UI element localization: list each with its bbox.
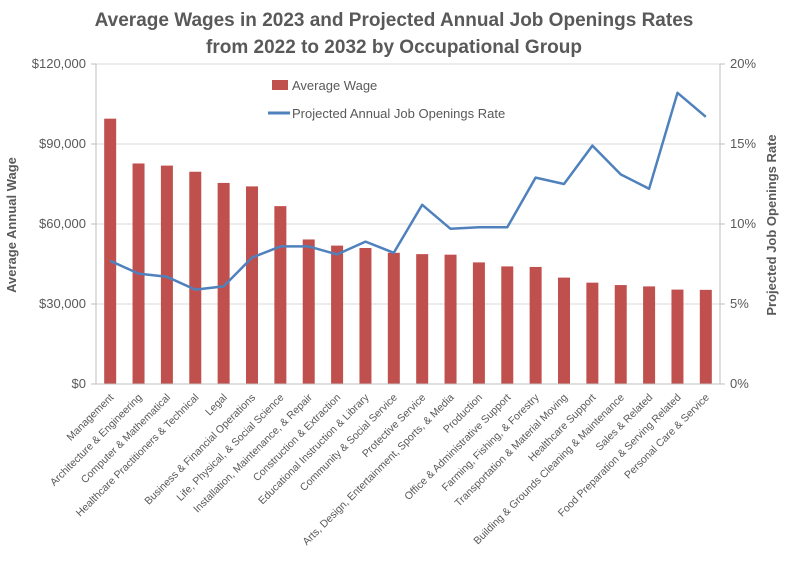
- bar-average-wage: [699, 289, 712, 384]
- bar-average-wage: [302, 239, 315, 384]
- bar-average-wage: [359, 248, 372, 384]
- bar-average-wage: [246, 186, 258, 384]
- right-tick-label: 10%: [730, 216, 756, 231]
- bar-average-wage: [558, 277, 570, 384]
- right-tick-label: 5%: [730, 296, 749, 311]
- bar-average-wage: [472, 262, 485, 384]
- right-tick-label: 0%: [730, 376, 749, 391]
- bar-average-wage: [274, 206, 287, 384]
- bar-average-wage: [387, 252, 400, 384]
- bar-average-wage: [331, 245, 344, 384]
- left-tick-label: $90,000: [39, 136, 86, 151]
- right-axis-title: Projected Job Openings Rate: [764, 134, 779, 315]
- bar-average-wage: [189, 171, 202, 384]
- bar-average-wage: [614, 285, 627, 384]
- left-tick-label: $60,000: [39, 216, 86, 231]
- legend-label-average-wage: Average Wage: [292, 78, 377, 93]
- bar-average-wage: [217, 182, 230, 384]
- chart-title-line-1: Average Wages in 2023 and Projected Annu…: [95, 10, 694, 31]
- chart-title-line-2: from 2022 to 2032 by Occupational Group: [206, 37, 582, 58]
- bar-series: [104, 118, 712, 385]
- right-axis-ticks: 0% 5% 10% 15% 20%: [730, 56, 756, 391]
- bar-average-wage: [586, 282, 599, 384]
- legend-label-job-openings-rate: Projected Annual Job Openings Rate: [292, 106, 505, 121]
- right-tick-label: 15%: [730, 136, 756, 151]
- left-tick-label: $0: [72, 376, 86, 391]
- left-tick-label: $30,000: [39, 296, 86, 311]
- bar-average-wage: [444, 254, 457, 384]
- right-tick-label: 20%: [730, 56, 756, 71]
- legend-swatch-average-wage: [272, 80, 288, 90]
- left-axis-title: Average Annual Wage: [4, 157, 19, 293]
- bar-average-wage: [416, 254, 429, 384]
- legend: Average Wage Projected Annual Job Openin…: [268, 78, 505, 121]
- bar-average-wage: [643, 286, 656, 384]
- left-tick-label: $120,000: [32, 56, 86, 71]
- bar-average-wage: [104, 118, 117, 385]
- line-series: [109, 91, 707, 291]
- bar-average-wage: [529, 266, 542, 384]
- axes: [91, 63, 725, 385]
- bar-average-wage: [501, 266, 514, 384]
- line-job-openings-rate: [109, 91, 707, 291]
- bar-average-wage: [160, 165, 173, 384]
- bar-average-wage: [671, 289, 684, 384]
- left-axis-ticks: $0 $30,000 $60,000 $90,000 $120,000: [32, 56, 86, 391]
